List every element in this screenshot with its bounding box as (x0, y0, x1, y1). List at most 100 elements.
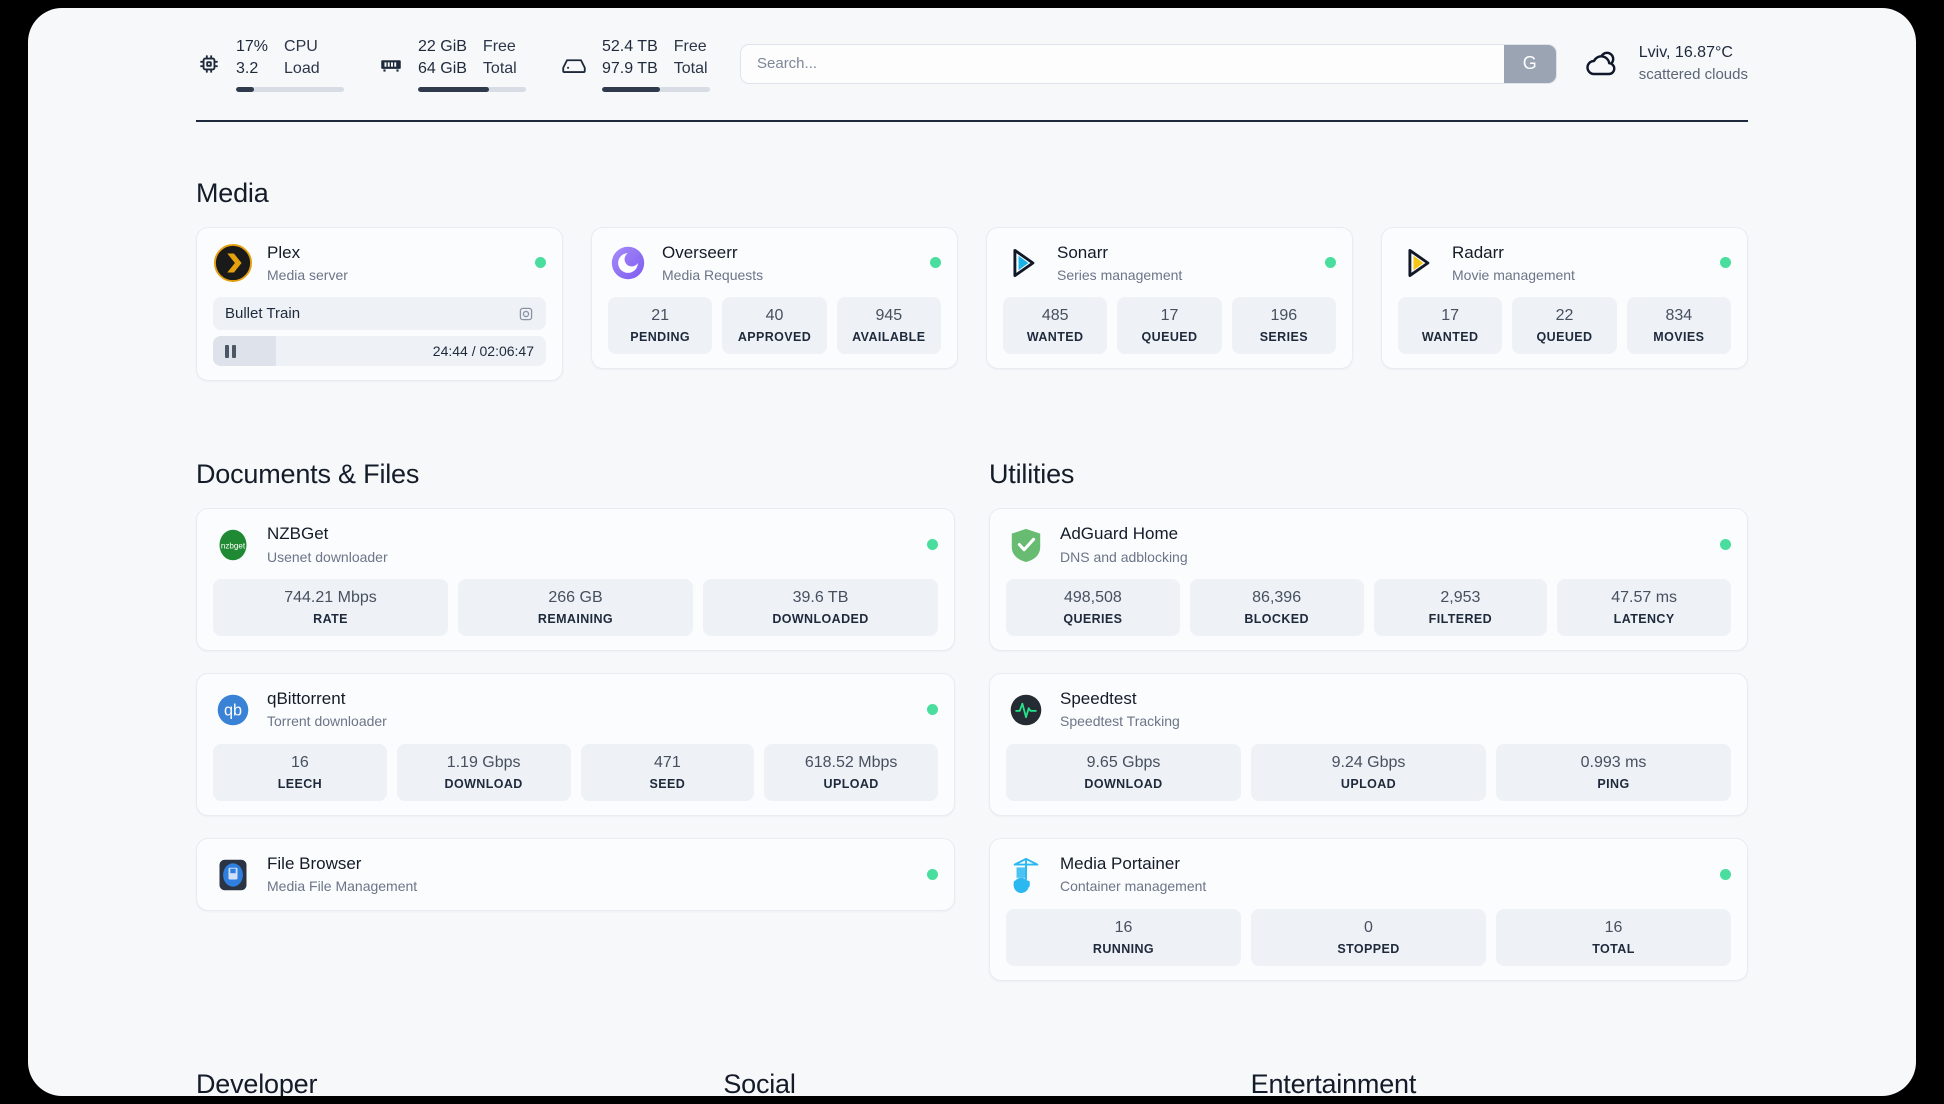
weather-condition: scattered clouds (1638, 66, 1748, 84)
stat-tiles: 9.65 Gbps DOWNLOAD 9.24 Gbps UPLOAD 0.99… (1006, 744, 1731, 802)
top-header: 17% 3.2 CPU Load (196, 8, 1748, 114)
stat-key: DOWNLOAD (1084, 777, 1163, 792)
stat-value: 498,508 (1063, 589, 1122, 607)
status-badge-online (927, 704, 938, 716)
stat-key: WANTED (1026, 330, 1084, 345)
sonarr-icon (1003, 243, 1043, 283)
section-title-documents: Documents & Files (196, 459, 420, 490)
media-card-grid: Plex Media server Bullet Train (196, 226, 1748, 404)
now-playing-title: Bullet Train (225, 305, 301, 323)
stat-tile: 39.6 TB DOWNLOADED (703, 579, 938, 637)
stat-tile: 16 RUNNING (1006, 909, 1241, 966)
stat-tile: 17 QUEUED (1117, 297, 1222, 355)
plex-icon (213, 243, 253, 283)
service-desc: Media File Management (267, 878, 418, 895)
disk-free-label: Free (673, 38, 707, 55)
disk-total-value: 97.9 TB (602, 59, 658, 77)
service-name: Media Portainer (1060, 854, 1181, 874)
stat-tile: 16 LEECH (213, 744, 387, 802)
stat-key: LATENCY (1613, 612, 1675, 627)
service-card-nzbget[interactable]: nzbget NZBGet Usenet downloader 744.21 M… (196, 508, 955, 652)
stat-tile: 2,953 FILTERED (1373, 579, 1548, 637)
section-title-media: Media (196, 177, 269, 208)
stat-tile: 9.65 Gbps DOWNLOAD (1006, 744, 1241, 802)
memory-free-value: 22 GiB (418, 38, 467, 55)
file-browser-icon (213, 855, 253, 895)
cpu-usage-value: 17% (236, 38, 269, 55)
memory-stat: 22 GiB 64 GiB Free Total (378, 36, 526, 92)
stat-tile: 1.19 Gbps DOWNLOAD (396, 744, 571, 802)
service-card-radarr[interactable]: Radarr Movie management 17 WANTED 22 QUE… (1381, 226, 1748, 370)
stat-value: 945 (875, 307, 903, 325)
search-submit-button[interactable]: G (1503, 44, 1556, 83)
stat-value: 9.24 Gbps (1331, 754, 1406, 772)
stat-value: 0 (1364, 919, 1373, 937)
service-desc: Usenet downloader (267, 548, 388, 565)
stat-tile: 86,396 BLOCKED (1189, 579, 1364, 637)
search-bar[interactable]: G (740, 43, 1557, 84)
stat-tiles: 498,508 QUERIES 86,396 BLOCKED 2,953 FIL… (1006, 579, 1731, 637)
stat-tile: 834 MOVIES (1626, 297, 1731, 355)
stat-tiles: 16 RUNNING 0 STOPPED 16 TOTAL (1006, 909, 1731, 966)
disk-total-label: Total (673, 59, 708, 77)
disk-free-value: 52.4 TB (602, 38, 658, 55)
service-card-speedtest[interactable]: Speedtest Speedtest Tracking 9.65 Gbps D… (989, 673, 1748, 817)
service-card-file-browser[interactable]: File Browser Media File Management (196, 838, 955, 912)
service-card-plex[interactable]: Plex Media server Bullet Train (196, 226, 563, 382)
stat-value: 1.19 Gbps (446, 754, 521, 772)
search-input[interactable] (741, 44, 1504, 83)
service-card-qbittorrent[interactable]: qb qBittorrent Torrent downloader 16 LEE… (196, 673, 955, 817)
service-name: AdGuard Home (1060, 524, 1179, 544)
status-badge-online (1720, 257, 1731, 269)
service-card-adguard-home[interactable]: AdGuard Home DNS and adblocking 498,508 … (989, 508, 1748, 652)
bookmarks-grid: Developer GH Github github.com SO StackO… (196, 1013, 1748, 1096)
now-playing-time: 24:44 / 02:06:47 (432, 343, 534, 360)
cpu-label: CPU (284, 38, 318, 55)
memory-usage-bar (418, 86, 526, 92)
portainer-icon (1006, 855, 1046, 895)
stat-tile: 945 AVAILABLE (836, 297, 941, 355)
stat-value: 618.52 Mbps (804, 754, 898, 772)
cpu-usage-bar (236, 86, 344, 92)
stat-value: 0.993 ms (1580, 754, 1647, 772)
adguard-shield-icon (1006, 525, 1046, 565)
service-card-media-portainer[interactable]: Media Portainer Container management 16 … (989, 838, 1748, 981)
cloud-icon (1583, 48, 1623, 80)
overseerr-icon (608, 243, 648, 283)
stat-key: QUEUED (1141, 330, 1198, 345)
cpu-load-label: Load (284, 59, 320, 77)
status-badge-online (1720, 869, 1731, 881)
disk-usage-bar (602, 86, 710, 92)
disk-icon (560, 51, 588, 77)
stat-tile: 16 TOTAL (1496, 909, 1731, 966)
stat-tile: 40 APPROVED (722, 297, 827, 355)
stat-tile: 744.21 Mbps RATE (213, 579, 448, 637)
service-desc: Media server (267, 266, 348, 283)
now-playing-progress[interactable]: 24:44 / 02:06:47 (213, 336, 546, 367)
gear-icon[interactable] (518, 306, 534, 322)
stat-key: RUNNING (1092, 941, 1155, 956)
status-badge-online (930, 257, 941, 269)
service-card-overseerr[interactable]: Overseerr Media Requests 21 PENDING 40 A… (591, 226, 958, 370)
pause-icon[interactable] (225, 344, 236, 358)
stat-value: 22 (1555, 307, 1574, 325)
stat-key: SEED (649, 777, 686, 792)
stat-tile: 9.24 Gbps UPLOAD (1251, 744, 1486, 802)
stat-key: AVAILABLE (852, 330, 926, 345)
header-divider (196, 119, 1748, 122)
stat-value: 17 (1160, 307, 1179, 325)
bookmark-group-developer: Developer GH Github github.com SO StackO… (196, 1013, 693, 1096)
stat-tile: 0 STOPPED (1251, 909, 1486, 966)
service-name: qBittorrent (267, 689, 346, 709)
stat-key: PENDING (630, 330, 691, 345)
memory-total-label: Total (482, 59, 517, 77)
stat-key: FILTERED (1428, 612, 1493, 627)
stat-value: 86,396 (1252, 589, 1302, 607)
stat-value: 266 GB (548, 589, 603, 607)
memory-total-value: 64 GiB (418, 59, 467, 77)
cpu-load-value: 3.2 (236, 59, 259, 77)
bookmark-group-title: Social (723, 1068, 796, 1096)
status-badge-online (1325, 257, 1336, 269)
service-card-sonarr[interactable]: Sonarr Series management 485 WANTED 17 Q… (986, 226, 1353, 370)
stat-key: DOWNLOAD (444, 777, 523, 792)
